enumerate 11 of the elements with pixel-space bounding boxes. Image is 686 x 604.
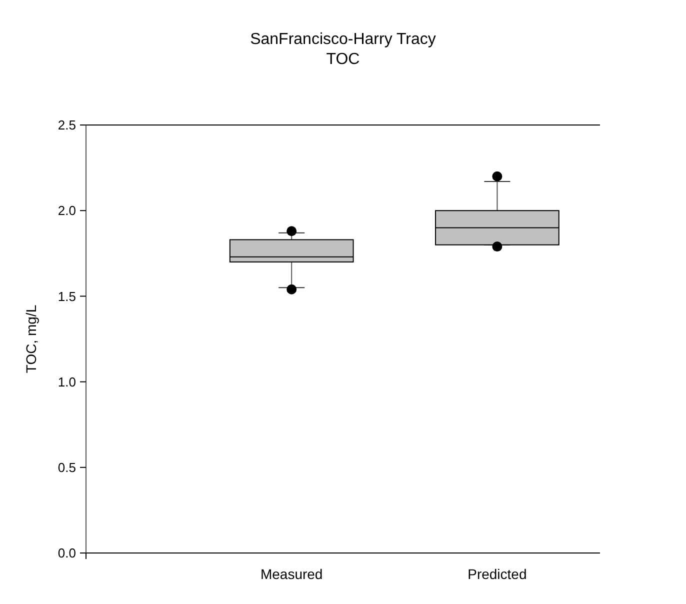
x-tick-label: Predicted <box>468 566 527 582</box>
y-tick-label: 2.0 <box>58 203 76 218</box>
y-tick-label: 0.5 <box>58 460 76 475</box>
x-tick-label: Measured <box>260 566 323 582</box>
chart-title: SanFrancisco-Harry Tracy <box>250 31 436 48</box>
y-tick-label: 2.5 <box>58 118 76 133</box>
y-tick-label: 1.5 <box>58 288 76 304</box>
y-tick-label: 1.0 <box>58 374 76 390</box>
y-axis-title: TOC, mg/L <box>23 304 39 374</box>
y-tick-label: 0.0 <box>58 546 76 561</box>
chart-subtitle: TOC <box>326 51 360 68</box>
